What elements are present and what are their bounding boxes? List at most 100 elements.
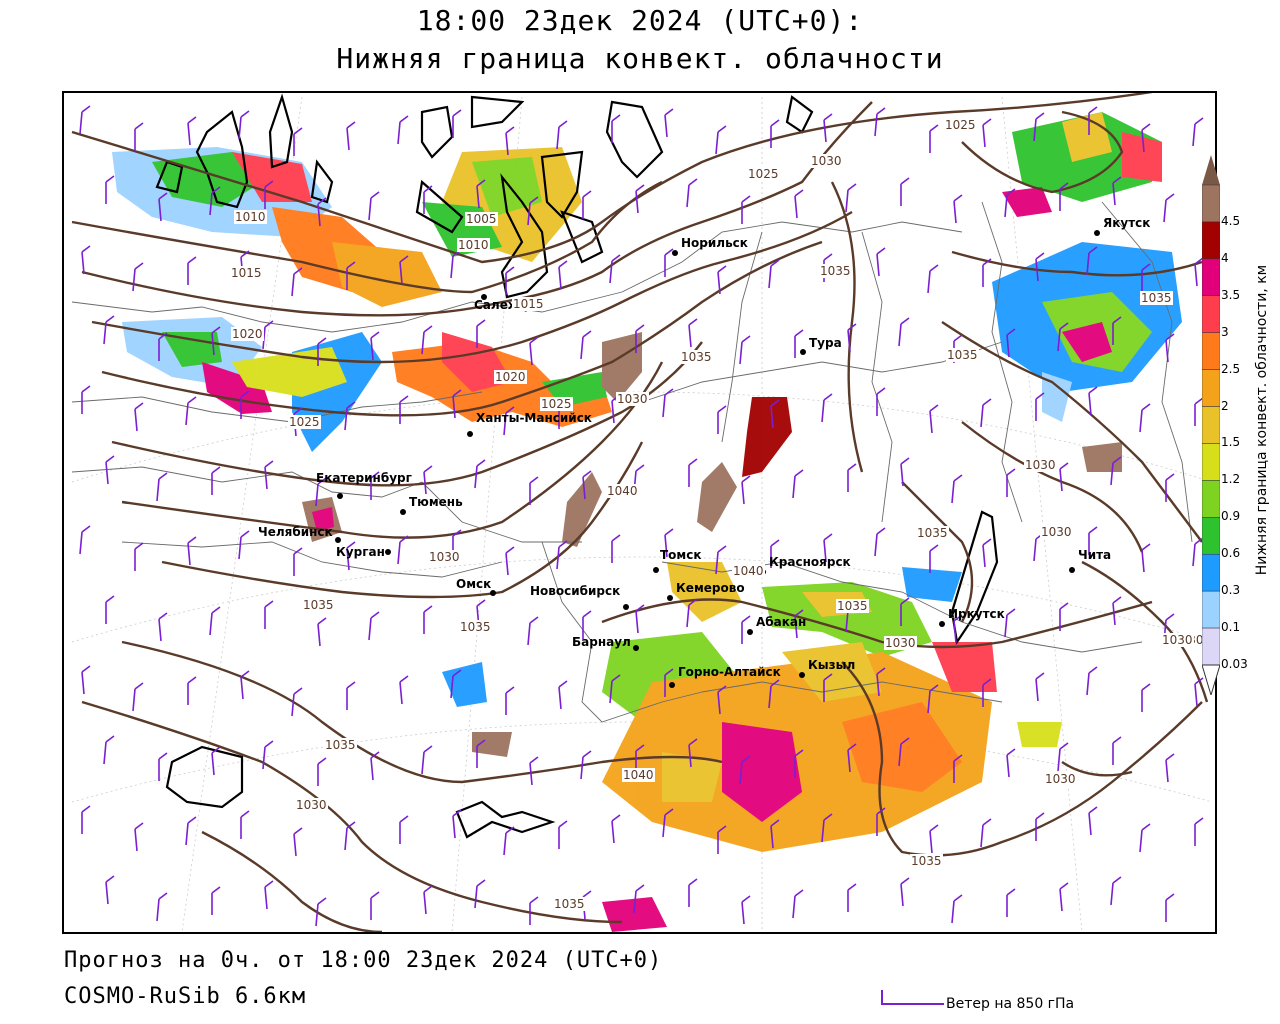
city-marker: [335, 537, 341, 543]
wind-barb: [770, 119, 780, 148]
wind-barb: [609, 254, 621, 284]
wind-barb: [1006, 328, 1016, 358]
isobar-label: 1025: [288, 415, 321, 429]
wind-barb: [370, 751, 380, 781]
wind-barb: [953, 754, 963, 783]
wind-barb: [876, 667, 886, 697]
isobar-label: 1025: [944, 118, 977, 132]
wind-barb: [1194, 397, 1204, 426]
wind-barb: [399, 815, 409, 844]
wind-barb: [81, 245, 91, 275]
wind-barb: [476, 319, 486, 348]
wind-barb: [664, 108, 674, 138]
wind-barb: [503, 826, 515, 856]
city-marker: [633, 645, 639, 651]
wind-barb: [1112, 316, 1122, 345]
isobar-label: 1030: [616, 392, 649, 406]
wind-barb: [315, 477, 327, 507]
wind-barb: [717, 265, 727, 295]
isobar-label: 1030: [810, 154, 843, 168]
wind-barb: [770, 399, 780, 429]
wind-barb: [317, 617, 327, 647]
wind-barb: [132, 682, 144, 712]
wind-barb: [291, 687, 303, 717]
wind-barb: [794, 189, 804, 219]
wind-barb: [264, 880, 274, 910]
city-label: Абакан: [756, 615, 807, 629]
wind-barb: [1035, 252, 1045, 282]
colorbar-swatch: [1202, 517, 1220, 555]
wind-barb: [399, 255, 409, 285]
city-marker: [672, 250, 678, 256]
wind-barb: [293, 827, 303, 857]
wind-barb: [156, 472, 168, 502]
wind-barb: [185, 816, 197, 846]
wind-barb: [821, 813, 833, 843]
wind-barb: [187, 256, 197, 285]
wind-barb: [845, 183, 857, 213]
isobar-label: 1035: [680, 350, 713, 364]
isobar-label: 1035: [916, 526, 949, 540]
wind-barb: [1035, 812, 1045, 841]
isobar-label: 1035: [459, 620, 492, 634]
wind-legend-label: Ветер на 850 гПа: [946, 996, 1075, 1012]
wind-barb: [474, 879, 486, 909]
city-marker: [669, 682, 675, 688]
city-label: Норильск: [681, 236, 748, 250]
isobar-label: 1030: [1040, 525, 1073, 539]
wind-barb: [529, 896, 539, 925]
wind-barb: [293, 127, 303, 156]
city-marker: [1069, 567, 1075, 573]
wind-barb: [739, 335, 751, 365]
wind-barb: [1033, 112, 1045, 142]
wind-barb: [1035, 672, 1045, 702]
wind-barb: [423, 185, 433, 214]
wind-barb: [688, 458, 698, 487]
wind-barb: [1192, 537, 1204, 567]
colorbar-tick-label: 4.5: [1221, 213, 1241, 228]
wind-barb: [399, 395, 409, 424]
wind-barb: [423, 885, 433, 915]
city-label: Омск: [456, 577, 492, 591]
wind-barb: [794, 609, 804, 639]
wind-barb: [291, 267, 303, 297]
city-marker: [939, 621, 945, 627]
wind-barb: [105, 175, 115, 204]
isobar-label: 1010: [457, 238, 490, 252]
isobar-label: 1030: [884, 636, 917, 650]
city-marker: [747, 629, 753, 635]
wind-barb: [105, 875, 115, 905]
wind-barb: [900, 177, 910, 206]
isobar-label: 1040: [732, 564, 765, 578]
colorbar-tick-label: 0.9: [1221, 509, 1241, 524]
wind-barb: [211, 746, 221, 776]
map-panel: Якутск Норильск Салехард Тура Ханты-Мансийск…: [62, 91, 1217, 934]
colorbar-swatch: [1202, 590, 1220, 629]
colorbar-tick-label: 0.6: [1221, 546, 1241, 561]
city-label: Якутск: [1103, 216, 1151, 230]
wind-barb: [209, 606, 221, 636]
wind-barb: [134, 122, 144, 151]
wind-barb: [132, 262, 144, 292]
city-label: Горно-Алтайск: [678, 665, 781, 679]
wind-barb: [240, 670, 250, 700]
wind-barb: [664, 248, 674, 277]
wind-barb: [81, 665, 91, 695]
wind-barb: [370, 471, 380, 500]
wind-barb: [558, 820, 568, 849]
city-marker: [337, 493, 343, 499]
wind-barb: [794, 329, 804, 358]
wind-barb: [1088, 386, 1098, 416]
wind-barb: [211, 326, 221, 356]
colorbar-tick-label: 2: [1221, 398, 1229, 413]
isobar-label: 1030: [295, 798, 328, 812]
city-label: Кемерово: [676, 581, 745, 595]
wind-barb: [794, 749, 804, 778]
isobar-label: 1035: [1140, 291, 1173, 305]
wind-barb: [662, 388, 674, 418]
wind-barb: [582, 190, 592, 219]
wind-barb: [792, 469, 804, 499]
wind-barb: [240, 390, 250, 419]
wind-barb: [397, 115, 409, 145]
wind-barb: [688, 738, 698, 768]
